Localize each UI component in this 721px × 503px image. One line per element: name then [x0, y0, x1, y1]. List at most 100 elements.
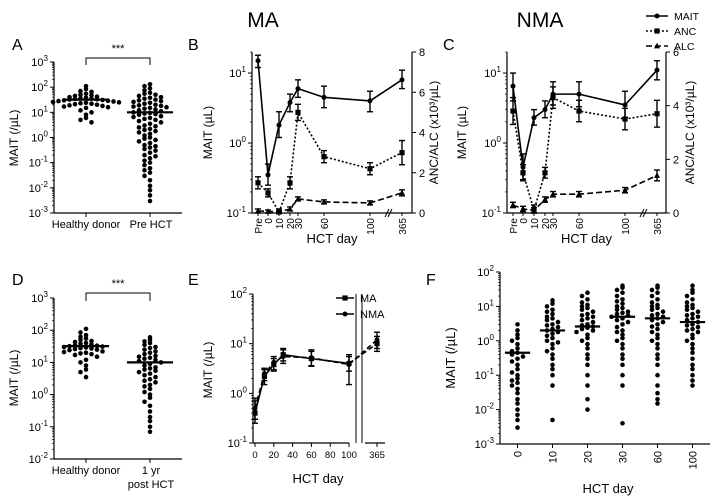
a-significance-label: ***	[112, 43, 126, 55]
a-point	[147, 105, 153, 111]
c-y-tick-label: 10-1	[482, 205, 502, 220]
a-x-tick-label: Pre HCT	[130, 219, 173, 231]
d-point	[147, 386, 153, 392]
d-point	[94, 354, 100, 360]
d-point	[147, 414, 153, 420]
e-nma-point	[308, 355, 314, 361]
f-point	[655, 290, 660, 296]
f-point	[614, 307, 620, 313]
d-point	[83, 357, 89, 363]
f-point	[614, 299, 620, 304]
f-point	[544, 323, 550, 328]
c-y2-tick-label: 6	[673, 47, 679, 59]
e-nma-point	[252, 405, 258, 411]
d-significance-label: ***	[112, 278, 126, 290]
e-x-tick-label: 60	[306, 450, 317, 461]
d-point	[78, 341, 83, 347]
a-point	[142, 146, 147, 152]
a-point	[83, 100, 89, 106]
a-point	[147, 81, 153, 87]
f-point	[660, 309, 666, 315]
f-point	[579, 293, 585, 299]
f-point	[655, 396, 660, 402]
a-point	[147, 145, 153, 150]
a-point	[111, 99, 116, 104]
e-nma-point	[261, 371, 267, 377]
f-point	[579, 317, 585, 323]
d-point	[142, 384, 147, 389]
f-x-tick-label: 20	[583, 451, 595, 463]
b-series-alc-line	[257, 192, 403, 213]
f-point	[515, 386, 520, 392]
a-point	[67, 103, 72, 108]
f-point	[660, 319, 666, 325]
b-y2-axis-label: ANC/ALC (x10³/µL)	[427, 81, 441, 185]
a-point	[147, 140, 153, 146]
f-point	[690, 378, 695, 383]
a-point	[136, 125, 142, 130]
c-anc-point	[520, 170, 526, 176]
f-y-tick-label: 10-1	[475, 367, 495, 382]
f-point	[550, 417, 555, 423]
f-point	[690, 366, 695, 372]
a-y-tick-label: 101	[31, 104, 48, 119]
f-point	[585, 356, 590, 362]
e-legend-label: MA	[360, 293, 377, 305]
f-point	[695, 329, 701, 335]
c-mait-point	[576, 91, 582, 97]
b-y2-tick-label: 4	[419, 128, 425, 140]
c-x-tick-label: 10	[530, 218, 541, 230]
f-point	[509, 378, 515, 383]
f-point	[585, 305, 590, 311]
a-point	[72, 101, 78, 107]
c-alc-point	[576, 191, 582, 197]
f-point	[555, 324, 561, 330]
f-point	[509, 370, 515, 375]
c-y2-tick-label: 4	[673, 101, 679, 113]
a-point	[147, 183, 153, 189]
d-y-tick-label: 103	[31, 290, 48, 305]
f-point	[649, 338, 655, 344]
d-point	[142, 389, 147, 395]
d-point	[147, 418, 153, 424]
d-x-tick-label: 1 yr	[142, 465, 161, 477]
a-x-tick-label: Healthy donor	[52, 219, 121, 231]
f-point	[579, 338, 585, 344]
legend-alc-marker	[654, 42, 660, 49]
c-y-tick-label: 100	[484, 135, 501, 150]
f-point	[620, 305, 625, 311]
a-point	[147, 86, 153, 91]
b-anc-point	[321, 154, 327, 160]
a-point	[94, 102, 100, 108]
f-point	[684, 323, 690, 328]
a-point	[142, 116, 147, 122]
f-point	[620, 301, 625, 306]
a-point	[131, 99, 136, 105]
a-point	[142, 133, 147, 138]
c-y2-axis-label: ANC/ALC (x10³/µL)	[683, 81, 697, 185]
c-mait-point	[622, 102, 628, 108]
a-point	[153, 107, 158, 112]
f-point	[579, 304, 585, 309]
f-point	[690, 322, 695, 327]
panel-label-f: F	[426, 272, 436, 289]
b-y2-tick-label: 8	[419, 47, 425, 59]
b-mait-point	[399, 77, 405, 83]
e-x-tick-label: 365	[369, 450, 385, 461]
f-point	[620, 335, 625, 341]
a-point	[147, 170, 153, 175]
a-point	[100, 103, 105, 109]
c-x-tick-label: Pre	[509, 218, 520, 234]
b-alc-point	[276, 208, 282, 215]
b-alc-point	[287, 205, 293, 212]
d-point	[153, 357, 158, 363]
f-point	[655, 383, 660, 388]
b-alc-point	[399, 189, 405, 196]
f-point	[695, 314, 701, 320]
a-point	[142, 158, 147, 163]
f-point	[585, 383, 590, 388]
f-y-tick-label: 10-2	[475, 402, 495, 417]
b-anc-point	[399, 150, 405, 156]
d-point	[147, 345, 153, 351]
b-y2-tick-label: 2	[419, 168, 425, 180]
